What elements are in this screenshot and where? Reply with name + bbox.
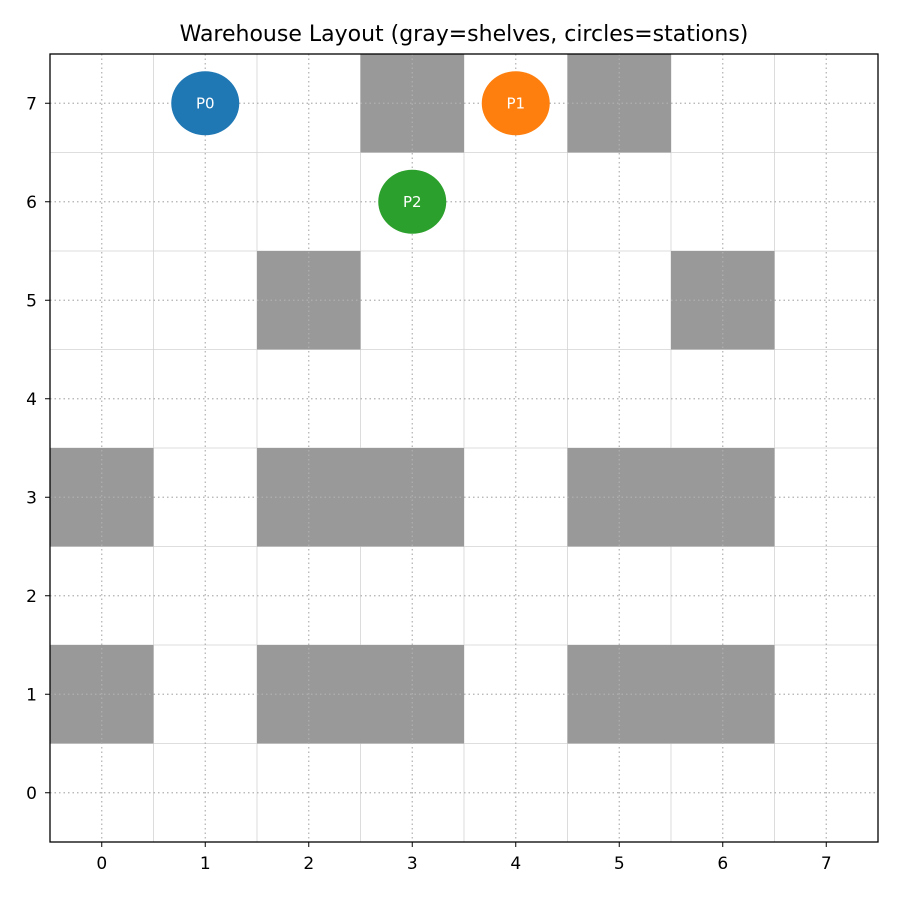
station-label-p0: P0 [196,94,215,112]
station-marker-p1 [481,71,550,136]
stations-layer: P0 P1 P2 [171,71,550,234]
x-tick-label: 6 [717,854,728,874]
x-tick-label: 0 [96,854,107,874]
x-tick-label: 3 [407,854,418,874]
plot-frame [49,53,879,843]
x-tick-label: 2 [303,854,314,874]
tick-grid [50,54,878,842]
y-tick-label: 3 [26,488,37,508]
station-label-p2: P2 [403,193,422,211]
y-tick-label: 6 [26,193,37,213]
chart-title: Warehouse Layout (gray=shelves, circles=… [180,22,749,47]
y-axis: 0 1 2 3 4 5 6 7 [26,94,50,804]
x-tick-label: 4 [510,854,521,874]
y-tick-label: 0 [26,784,37,804]
y-tick-label: 7 [26,94,37,114]
x-axis: 0 1 2 3 4 5 6 7 [96,842,832,874]
y-tick-label: 2 [26,587,37,607]
y-tick-label: 4 [26,390,37,410]
x-tick-label: 1 [200,854,211,874]
station-marker-p0 [171,71,240,136]
shelves-layer [50,54,775,744]
y-tick-label: 5 [26,291,37,311]
station-marker-p2 [378,169,447,234]
y-tick-label: 1 [26,685,37,705]
x-tick-label: 5 [614,854,625,874]
station-label-p1: P1 [506,94,525,112]
x-tick-label: 7 [821,854,832,874]
